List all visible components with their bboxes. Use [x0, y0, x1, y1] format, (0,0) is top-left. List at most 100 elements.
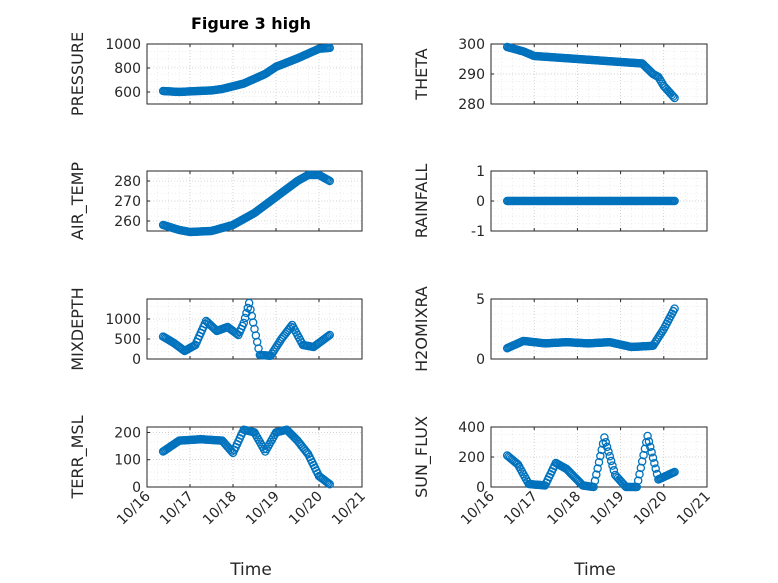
minor-grid [491, 171, 707, 231]
data-point [656, 328, 666, 338]
data-point [271, 343, 281, 352]
y-tick-label: 300 [458, 37, 485, 53]
y-tick-label: 600 [114, 85, 141, 101]
data-point [648, 453, 658, 462]
data-point [670, 304, 679, 313]
y-tick-label: 1 [476, 164, 485, 180]
data-point [670, 467, 679, 477]
series [158, 170, 334, 237]
y-axis-label: PRESSURE [68, 32, 87, 116]
y-tick-label: 280 [458, 97, 485, 113]
x-tick-label: 10/18 [544, 489, 584, 529]
data-point [669, 92, 678, 101]
data-point [600, 433, 609, 442]
y-axis-label: MIXDEPTH [68, 287, 87, 370]
data-point [655, 331, 665, 340]
x-tick-label: 10/19 [588, 489, 628, 529]
subplot-5: 0 5 H2OMIXRA [412, 286, 708, 372]
x-tick-label: 10/17 [501, 489, 541, 529]
data-point [324, 478, 333, 488]
series [502, 196, 679, 206]
data-point [592, 470, 601, 479]
series [502, 304, 679, 353]
subplot-0: 600 800 1000 PRESSURE [68, 32, 363, 116]
data-point [646, 442, 655, 452]
subplot-2: 260 270 280 AIR_TEMP [68, 162, 363, 240]
y-tick-label: 270 [114, 194, 141, 210]
data-point [593, 464, 602, 473]
y-axis-label: TERR_MSL [68, 415, 88, 499]
x-tick-label: 10/17 [157, 489, 197, 529]
subplot-4: 0 500 1000 MIXDEPTH [68, 287, 363, 371]
x-axis-label-left: Time [229, 560, 272, 580]
data-point [274, 338, 283, 348]
x-axis-label-right: Time [573, 560, 616, 580]
data-point [670, 196, 679, 206]
data-point [269, 347, 278, 356]
data-point [325, 176, 334, 186]
data-point [650, 458, 659, 468]
data-point [605, 451, 615, 461]
y-tick-label: 1000 [105, 37, 141, 53]
data-point [608, 461, 617, 470]
data-point [270, 345, 279, 354]
y-tick-label: 290 [458, 67, 485, 83]
data-point [325, 43, 334, 53]
y-tick-label: 0 [132, 480, 141, 496]
axes-frame [490, 298, 708, 360]
data-point [644, 437, 654, 446]
x-tick-label: 10/18 [200, 489, 240, 529]
data-point [266, 351, 275, 361]
data-point [647, 448, 656, 457]
y-tick-label: 280 [114, 174, 141, 190]
x-tick-label: 10/19 [243, 489, 283, 529]
y-axis-label: H2OMIXRA [412, 286, 431, 372]
y-tick-label: 500 [114, 332, 141, 348]
data-point [606, 456, 616, 466]
subplot-3: -1 0 1 RAINFALL [412, 164, 708, 240]
y-tick-label: 200 [458, 450, 485, 466]
y-tick-label: 1000 [105, 312, 141, 328]
axes-frame [146, 426, 363, 488]
data-point [602, 442, 612, 452]
x-tick-label: 10/21 [329, 489, 369, 529]
data-point [589, 482, 598, 492]
data-point [652, 335, 662, 344]
y-tick-label: 100 [114, 453, 141, 469]
data-point [596, 451, 605, 461]
y-axis-label: AIR_TEMP [68, 162, 88, 240]
data-point [239, 318, 248, 328]
x-tick-label: 10/20 [631, 489, 671, 529]
figure-title: Figure 3 high [191, 14, 311, 33]
data-point [267, 349, 277, 358]
data-point [325, 330, 334, 340]
y-axis-label: THETA [412, 48, 431, 100]
series [502, 431, 679, 492]
y-tick-label: 800 [114, 61, 141, 77]
y-tick-label: 260 [114, 214, 141, 230]
data-point [651, 464, 660, 473]
y-tick-label: 0 [476, 352, 485, 368]
y-tick-label: 0 [132, 352, 141, 368]
y-tick-label: 0 [476, 480, 485, 496]
y-tick-label: -1 [471, 224, 485, 240]
y-tick-label: 5 [476, 292, 485, 308]
subplot-1: 280 290 300 THETA [412, 37, 708, 113]
data-point [273, 341, 282, 350]
data-point [658, 326, 667, 336]
y-tick-label: 0 [476, 194, 485, 210]
series [158, 298, 334, 361]
y-tick-label: 400 [458, 420, 485, 436]
series [502, 42, 679, 103]
y-axis-label: SUN_FLUX [412, 416, 432, 498]
series [158, 43, 334, 97]
series [158, 425, 334, 489]
data-point [650, 339, 659, 348]
data-point [648, 341, 658, 351]
axes-frame [146, 43, 363, 105]
y-axis-label: RAINFALL [412, 164, 431, 239]
y-tick-label: 200 [114, 425, 141, 441]
